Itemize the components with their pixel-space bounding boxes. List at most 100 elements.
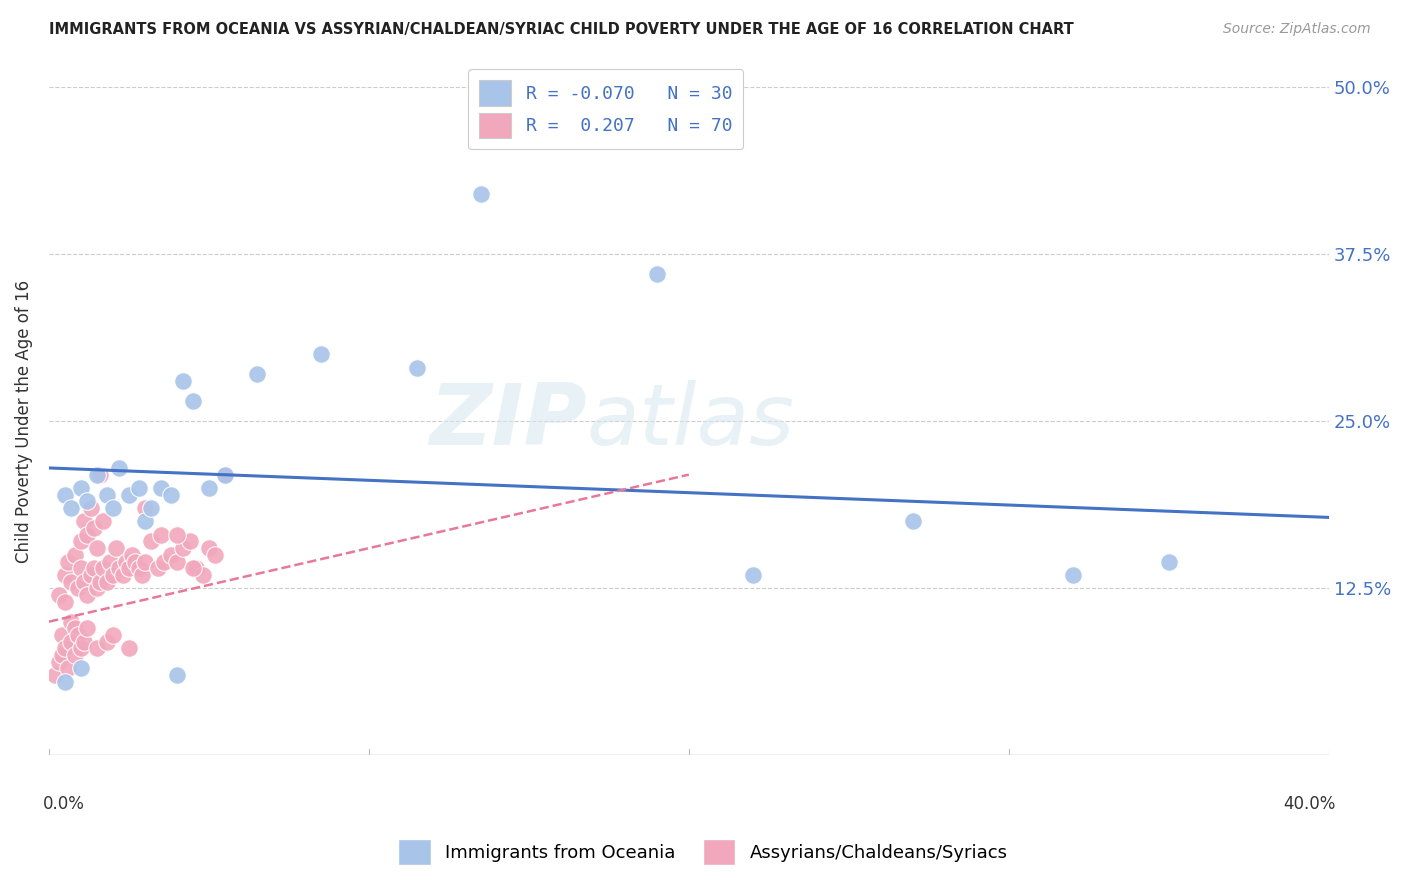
Point xyxy=(108,461,131,475)
Point xyxy=(70,534,93,549)
Point xyxy=(53,674,76,689)
Point xyxy=(76,494,98,508)
Point xyxy=(79,567,101,582)
Point xyxy=(60,615,83,629)
Point xyxy=(214,467,236,482)
Text: 0.0%: 0.0% xyxy=(42,796,84,814)
Point xyxy=(118,488,141,502)
Point xyxy=(86,467,108,482)
Point xyxy=(118,561,141,575)
Point xyxy=(134,501,156,516)
Point xyxy=(134,555,156,569)
Point xyxy=(191,567,214,582)
Point xyxy=(53,641,76,656)
Point xyxy=(159,488,181,502)
Point xyxy=(73,574,96,589)
Point xyxy=(105,541,128,556)
Point xyxy=(51,648,73,662)
Point xyxy=(70,641,93,656)
Point xyxy=(1157,555,1180,569)
Point xyxy=(141,534,163,549)
Point xyxy=(76,528,98,542)
Point xyxy=(60,501,83,516)
Point xyxy=(179,534,201,549)
Point xyxy=(111,567,134,582)
Point xyxy=(70,481,93,495)
Text: ZIP: ZIP xyxy=(429,380,586,463)
Point xyxy=(118,641,141,656)
Point xyxy=(149,528,172,542)
Point xyxy=(198,541,221,556)
Point xyxy=(86,581,108,595)
Point xyxy=(60,634,83,648)
Point xyxy=(83,521,105,535)
Point xyxy=(134,515,156,529)
Point xyxy=(93,515,115,529)
Point xyxy=(73,515,96,529)
Point xyxy=(66,581,89,595)
Point xyxy=(309,347,332,361)
Point xyxy=(93,561,115,575)
Point xyxy=(51,628,73,642)
Point xyxy=(166,555,188,569)
Point xyxy=(204,548,226,562)
Point xyxy=(63,548,86,562)
Point xyxy=(645,267,668,281)
Point xyxy=(114,555,136,569)
Point xyxy=(181,561,204,575)
Point xyxy=(76,621,98,635)
Text: 40.0%: 40.0% xyxy=(1282,796,1336,814)
Point xyxy=(141,501,163,516)
Point xyxy=(44,668,66,682)
Point xyxy=(186,561,208,575)
Point xyxy=(70,561,93,575)
Point xyxy=(121,548,143,562)
Point xyxy=(66,628,89,642)
Point xyxy=(470,186,492,201)
Point xyxy=(108,561,131,575)
Point xyxy=(96,574,118,589)
Point xyxy=(73,634,96,648)
Point xyxy=(741,567,763,582)
Legend: R = -0.070   N = 30, R =  0.207   N = 70: R = -0.070 N = 30, R = 0.207 N = 70 xyxy=(468,70,744,149)
Point xyxy=(172,541,194,556)
Point xyxy=(53,488,76,502)
Point xyxy=(146,561,169,575)
Point xyxy=(89,574,111,589)
Text: IMMIGRANTS FROM OCEANIA VS ASSYRIAN/CHALDEAN/SYRIAC CHILD POVERTY UNDER THE AGE : IMMIGRANTS FROM OCEANIA VS ASSYRIAN/CHAL… xyxy=(49,22,1074,37)
Point xyxy=(181,394,204,409)
Point xyxy=(198,481,221,495)
Point xyxy=(131,567,153,582)
Point xyxy=(124,555,146,569)
Point xyxy=(48,655,70,669)
Point xyxy=(1062,567,1084,582)
Point xyxy=(214,467,236,482)
Point xyxy=(79,501,101,516)
Point xyxy=(53,567,76,582)
Point xyxy=(166,528,188,542)
Legend: Immigrants from Oceania, Assyrians/Chaldeans/Syriacs: Immigrants from Oceania, Assyrians/Chald… xyxy=(391,832,1015,872)
Point xyxy=(56,555,79,569)
Point xyxy=(86,541,108,556)
Y-axis label: Child Poverty Under the Age of 16: Child Poverty Under the Age of 16 xyxy=(15,279,32,563)
Point xyxy=(86,641,108,656)
Point xyxy=(101,501,124,516)
Point xyxy=(56,661,79,675)
Point xyxy=(48,588,70,602)
Point xyxy=(159,548,181,562)
Point xyxy=(149,481,172,495)
Point xyxy=(60,574,83,589)
Point xyxy=(128,561,150,575)
Point xyxy=(246,368,269,382)
Point xyxy=(98,555,121,569)
Point xyxy=(89,467,111,482)
Point xyxy=(63,621,86,635)
Point xyxy=(406,360,429,375)
Point xyxy=(101,628,124,642)
Text: atlas: atlas xyxy=(586,380,794,463)
Point xyxy=(172,374,194,388)
Point xyxy=(153,555,176,569)
Point xyxy=(901,515,924,529)
Point xyxy=(53,594,76,608)
Text: Source: ZipAtlas.com: Source: ZipAtlas.com xyxy=(1223,22,1371,37)
